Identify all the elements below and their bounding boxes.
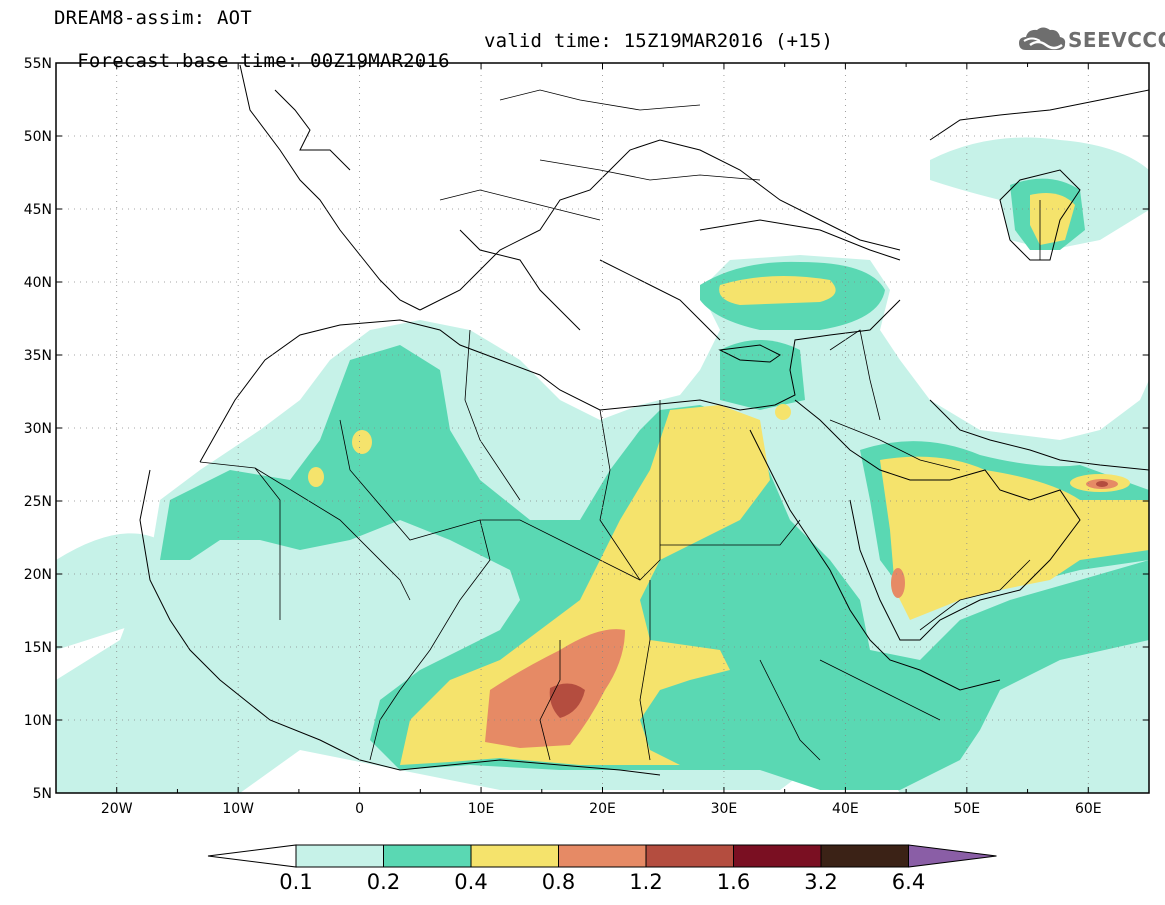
colorbar-segment (645, 844, 734, 868)
colorbar-label: 0.8 (542, 870, 575, 894)
colorbar-label: 1.6 (717, 870, 750, 894)
colorbar-label: 0.1 (279, 870, 312, 894)
colorbar-segment (383, 844, 472, 868)
aot-level-1.2 (549, 683, 585, 718)
aot-level-0.4-spot3 (775, 404, 791, 420)
lon-label: 20W (101, 801, 133, 817)
colorbar-label: 0.4 (454, 870, 487, 894)
lat-label: 25N (24, 494, 52, 510)
colorbar-segment (470, 844, 559, 868)
lat-label: 40N (24, 275, 52, 291)
colorbar-label: 3.2 (804, 870, 837, 894)
lon-label: 60E (1075, 801, 1102, 817)
country-borders (199, 89, 1041, 761)
colorbar-under-arrow (207, 844, 297, 868)
colorbar-segment (820, 844, 909, 868)
cloud-icon (1019, 27, 1066, 50)
colorbar-segment (295, 844, 384, 868)
colorbar-label: 0.2 (367, 870, 400, 894)
aot-level-0.4-spot1 (352, 430, 372, 454)
aot-level-0.2-cyprus (720, 340, 805, 410)
seevccc-logo: SEEVCCC (1018, 24, 1165, 56)
colorbar-segment (733, 844, 822, 868)
aot-level-0.4-spot2 (308, 467, 324, 487)
lat-label: 20N (24, 567, 52, 583)
map-title: DREAM8-assim: AOT (54, 7, 252, 29)
aot-level-0.4-aegean (719, 276, 836, 305)
colorbar-label: 6.4 (892, 870, 925, 894)
coastlines (139, 64, 1149, 776)
lat-label: 5N (33, 786, 52, 802)
graticule (55, 62, 1150, 794)
aot-level-0.4 (400, 405, 770, 765)
aot-level-0.4-arabia (880, 456, 1149, 620)
colorbar-label: 1.2 (629, 870, 662, 894)
lon-label: 0 (355, 801, 364, 817)
lat-label: 55N (24, 56, 52, 72)
lat-label: 45N (24, 202, 52, 218)
lon-label: 10W (222, 801, 254, 817)
aot-level-0.8-spot1 (891, 568, 905, 598)
lat-label: 50N (24, 129, 52, 145)
colorbar-over-arrow (908, 844, 997, 868)
lon-label: 50E (953, 801, 980, 817)
base-time-label: Forecast base time: 00Z19MAR2016 (77, 50, 450, 72)
colorbar: 0.1 0.2 0.4 0.8 1.2 1.6 3.2 6.4 (207, 844, 997, 894)
lat-label: 15N (24, 640, 52, 656)
lon-label: 30E (711, 801, 738, 817)
lat-label: 30N (24, 421, 52, 437)
axis-labels: 20W 10W 0 10E 20E 30E 40E 50E 60E 55N 50N 45N 40N 35N… (24, 56, 1102, 817)
forecast-times: Forecast base time: 00Z19MAR2016 valid t… (54, 31, 833, 91)
lon-label: 20E (589, 801, 616, 817)
lat-label: 10N (24, 713, 52, 729)
logo-text: SEEVCCC (1068, 28, 1165, 52)
aot-level-0.1-nw (56, 533, 160, 650)
colorbar-segment (558, 844, 647, 868)
lon-label: 10E (468, 801, 495, 817)
lon-label: 40E (832, 801, 859, 817)
aot-level-0.4-caspian (1030, 192, 1075, 245)
lat-label: 35N (24, 348, 52, 364)
aot-level-1.2-spot (1096, 481, 1108, 487)
valid-time-label: valid time: 15Z19MAR2016 (+15) (484, 30, 834, 52)
